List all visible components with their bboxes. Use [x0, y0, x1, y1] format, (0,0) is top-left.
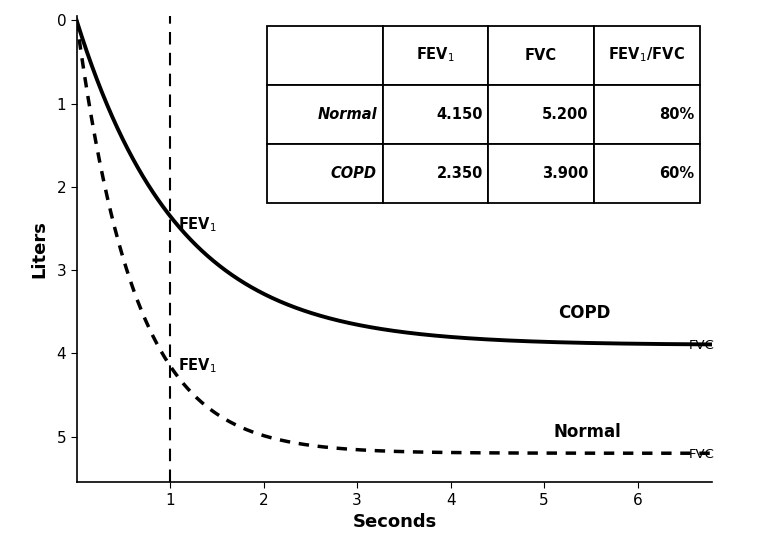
- Text: FEV$_1$: FEV$_1$: [178, 215, 217, 234]
- Text: FVC: FVC: [689, 448, 715, 461]
- Text: COPD: COPD: [558, 305, 611, 322]
- Y-axis label: Liters: Liters: [30, 221, 48, 278]
- Text: FEV$_1$: FEV$_1$: [178, 357, 217, 375]
- Text: FVC: FVC: [689, 339, 715, 352]
- X-axis label: Seconds: Seconds: [352, 513, 437, 531]
- Text: Normal: Normal: [553, 423, 621, 441]
